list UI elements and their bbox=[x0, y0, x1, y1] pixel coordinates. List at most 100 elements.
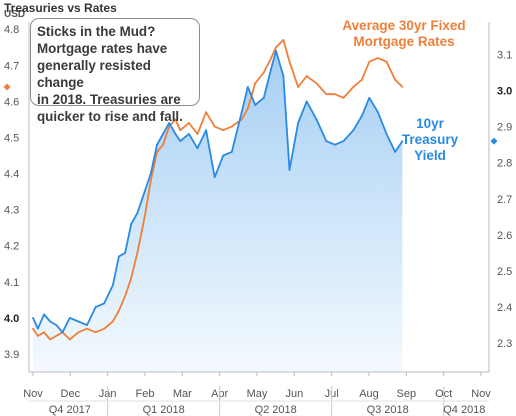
mortgage-point bbox=[111, 320, 114, 323]
mortgage-point bbox=[394, 78, 396, 81]
quarter-label: Q4 2018 bbox=[443, 404, 485, 416]
mortgage-point bbox=[288, 60, 291, 63]
mortgage-point bbox=[94, 331, 97, 334]
left-tick-label: 4.2 bbox=[4, 241, 19, 253]
treasury-point bbox=[49, 320, 52, 323]
right-tick-label: 2.9 bbox=[497, 122, 512, 134]
mortgage-point bbox=[334, 93, 336, 96]
treasury-point bbox=[168, 122, 171, 124]
left-tick-label: 4.0 bbox=[4, 313, 19, 325]
treasury-point bbox=[262, 96, 265, 99]
callout-line: in 2018. Treasuries are bbox=[37, 92, 181, 107]
treasury-point bbox=[325, 140, 328, 143]
mortgage-point bbox=[136, 252, 139, 254]
left-axis-label: USD bbox=[4, 9, 25, 20]
series-label-line: Mortgage Rates bbox=[353, 34, 455, 49]
x-tick-label: Jun bbox=[285, 388, 303, 400]
mortgage-point bbox=[156, 151, 158, 153]
left-tick-label: 4.5 bbox=[4, 132, 19, 144]
mortgage-point bbox=[188, 122, 190, 124]
x-tick-label: Dec bbox=[61, 388, 81, 400]
treasury-point bbox=[43, 313, 45, 316]
mortgage-point bbox=[77, 331, 80, 334]
mortgage-point bbox=[352, 86, 355, 88]
quarter-label: Q3 2018 bbox=[367, 404, 409, 416]
series-label-treasury: 10yr Treasury Yield bbox=[400, 116, 460, 164]
mortgage-point bbox=[270, 57, 272, 59]
x-tick-label: Nov bbox=[471, 388, 491, 400]
treasury-area bbox=[33, 50, 403, 373]
mortgage-point bbox=[401, 86, 404, 88]
x-tick-label: Mar bbox=[173, 388, 192, 400]
treasury-point bbox=[174, 133, 177, 135]
treasury-point bbox=[68, 317, 71, 319]
mortgage-point bbox=[254, 82, 257, 85]
mortgage-point bbox=[32, 327, 34, 330]
left-tick-label: 4.8 bbox=[4, 24, 19, 36]
treasury-point bbox=[205, 129, 208, 132]
mortgage-point bbox=[86, 327, 88, 330]
treasury-point bbox=[352, 129, 355, 132]
treasury-point bbox=[103, 302, 106, 305]
mortgage-point bbox=[230, 125, 233, 128]
mortgage-point bbox=[55, 335, 58, 337]
right-tick-label: 3.1 bbox=[497, 49, 512, 61]
mortgage-point bbox=[103, 327, 106, 330]
treasury-point bbox=[111, 284, 114, 287]
page-title: Treasuries vs Rates bbox=[4, 1, 117, 15]
treasury-point bbox=[222, 154, 225, 157]
right-tick-label: 2.4 bbox=[497, 302, 512, 314]
left-tick-label: 4.6 bbox=[4, 96, 19, 108]
x-tick-label: Aug bbox=[359, 388, 379, 400]
mortgage-point bbox=[262, 71, 265, 74]
mortgage-point bbox=[325, 93, 328, 96]
quarter-label: Q2 2018 bbox=[255, 404, 297, 416]
axes: USD 3.9 4.0 4.1 4.2 4.3 4.4 4.5 4.6 4.7 4.8 2.3 2.4 2… bbox=[3, 9, 512, 416]
mortgage-point bbox=[246, 107, 249, 110]
series-label-line: Average 30yr Fixed bbox=[342, 18, 466, 33]
treasury-point bbox=[124, 252, 126, 254]
mortgage-point bbox=[222, 129, 225, 132]
right-tick-label: 3.0 bbox=[497, 86, 512, 98]
treasury-point bbox=[270, 68, 272, 70]
left-tick-label: 4.4 bbox=[4, 169, 19, 181]
right-tick-label: 2.3 bbox=[497, 338, 512, 350]
right-tick-label: 2.5 bbox=[497, 266, 512, 278]
right-tick-label: 2.8 bbox=[497, 158, 512, 170]
mortgage-point bbox=[130, 277, 133, 280]
annotation-callout: Sticks in the Mud? Mortgage rates have g… bbox=[30, 18, 200, 124]
left-tick-label: 4.1 bbox=[4, 277, 19, 289]
treasury-point bbox=[368, 96, 371, 99]
treasury-point bbox=[282, 75, 285, 77]
treasury-point bbox=[230, 151, 233, 153]
mortgage-point bbox=[49, 338, 52, 341]
treasury-point bbox=[377, 111, 379, 114]
plot-area bbox=[32, 39, 404, 373]
series-label-line: Treasury bbox=[401, 132, 459, 147]
treasury-point bbox=[61, 331, 64, 334]
mortgage-point bbox=[149, 179, 152, 182]
mortgage-point bbox=[342, 96, 345, 99]
treasury-point bbox=[149, 172, 152, 175]
treasury-point bbox=[32, 317, 34, 319]
right-tick-label: 2.6 bbox=[497, 230, 512, 242]
left-tick-label: 3.9 bbox=[4, 349, 19, 361]
mortgage-point bbox=[124, 295, 126, 298]
treasury-point bbox=[401, 140, 404, 143]
mortgage-point bbox=[118, 309, 120, 312]
treasury-point bbox=[86, 324, 88, 326]
callout-line: Mortgage rates have bbox=[37, 41, 168, 56]
mortgage-point bbox=[162, 143, 165, 146]
mortgage-point bbox=[168, 125, 171, 128]
quarter-label: Q4 2017 bbox=[49, 404, 91, 416]
treasury-point bbox=[275, 50, 277, 52]
treasury-point bbox=[246, 86, 249, 88]
treasury-point bbox=[136, 212, 139, 215]
series-label-line: 10yr bbox=[416, 116, 444, 131]
treasury-point bbox=[240, 111, 243, 114]
mortgage-point bbox=[213, 125, 216, 128]
treasury-point bbox=[297, 122, 299, 124]
mortgage-point bbox=[240, 118, 243, 121]
treasury-point bbox=[196, 147, 199, 150]
treasury-point bbox=[77, 320, 80, 323]
